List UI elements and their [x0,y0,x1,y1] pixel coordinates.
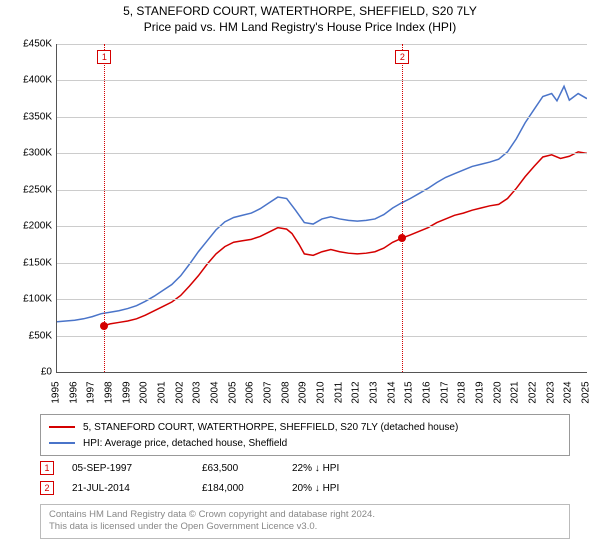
y-tick-label: £200K [23,221,52,232]
sale-date-0: 05-SEP-1997 [72,463,202,474]
chart-area: £0 £50K £100K £150K £200K £250K £300K £350K £400… [0,38,600,408]
title-block: 5, STANEFORD COURT, WATERTHORPE, SHEFFIE… [0,0,600,35]
x-tick-label: 2010 [316,381,327,403]
y-tick-label: £150K [23,257,52,268]
x-tick-label: 2023 [545,381,556,403]
y-tick-label: £450K [23,39,52,50]
line-layer [57,44,587,372]
sale-price-1: £184,000 [202,483,292,494]
gridline-h [57,80,587,81]
sale-marker-box: 1 [97,50,111,64]
sale-date-1: 21-JUL-2014 [72,483,202,494]
sale-price-0: £63,500 [202,463,292,474]
gridline-h [57,336,587,337]
x-tick-label: 1999 [121,381,132,403]
sales-table: 1 05-SEP-1997 £63,500 22% ↓ HPI 2 21-JUL… [40,458,382,498]
chart-container: 5, STANEFORD COURT, WATERTHORPE, SHEFFIE… [0,0,600,560]
gridline-h [57,44,587,45]
y-tick-label: £400K [23,75,52,86]
x-tick-label: 2004 [210,381,221,403]
sales-row-1: 2 21-JUL-2014 £184,000 20% ↓ HPI [40,478,382,498]
y-tick-label: £250K [23,184,52,195]
y-tick-label: £50K [29,330,52,341]
x-tick-label: 2020 [492,381,503,403]
x-tick-label: 2013 [369,381,380,403]
sales-row-0: 1 05-SEP-1997 £63,500 22% ↓ HPI [40,458,382,478]
x-tick-label: 2006 [245,381,256,403]
series-hpi [57,86,587,321]
title-line-1: 5, STANEFORD COURT, WATERTHORPE, SHEFFIE… [0,4,600,20]
x-tick-label: 2019 [475,381,486,403]
sale-dot [100,322,108,330]
footer-line-1: Contains HM Land Registry data © Crown c… [49,509,561,521]
x-tick-label: 2016 [422,381,433,403]
gridline-h [57,263,587,264]
legend-row-0: 5, STANEFORD COURT, WATERTHORPE, SHEFFIE… [49,419,561,435]
gridline-h [57,190,587,191]
x-tick-label: 2012 [351,381,362,403]
gridline-h [57,153,587,154]
sale-marker-1: 1 [40,461,54,475]
x-tick-label: 1996 [68,381,79,403]
x-tick-label: 2025 [581,381,592,403]
x-tick-label: 2001 [157,381,168,403]
sale-vline [402,44,403,372]
x-tick-label: 1997 [86,381,97,403]
x-tick-label: 2008 [280,381,291,403]
x-tick-label: 2003 [192,381,203,403]
legend-label-1: HPI: Average price, detached house, Shef… [83,438,287,449]
legend-swatch-1 [49,442,75,444]
x-tick-label: 2024 [563,381,574,403]
sale-marker-box: 2 [395,50,409,64]
x-tick-label: 2015 [404,381,415,403]
gridline-h [57,226,587,227]
sale-diff-0: 22% ↓ HPI [292,463,382,474]
title-line-2: Price paid vs. HM Land Registry's House … [0,20,600,36]
footer-line-2: This data is licensed under the Open Gov… [49,521,561,533]
sale-diff-1: 20% ↓ HPI [292,483,382,494]
sale-dot [398,234,406,242]
footer-attribution: Contains HM Land Registry data © Crown c… [40,504,570,539]
x-tick-label: 2009 [298,381,309,403]
x-tick-label: 2018 [457,381,468,403]
y-tick-label: £300K [23,148,52,159]
x-tick-label: 2011 [333,382,344,404]
x-tick-label: 2000 [139,381,150,403]
legend-label-0: 5, STANEFORD COURT, WATERTHORPE, SHEFFIE… [83,422,458,433]
y-tick-label: £100K [23,294,52,305]
x-tick-label: 2022 [528,381,539,403]
x-tick-label: 1998 [104,381,115,403]
legend-swatch-0 [49,426,75,428]
x-tick-label: 1995 [51,381,62,403]
x-tick-label: 2007 [263,381,274,403]
plot-area: 12 [56,44,587,373]
legend: 5, STANEFORD COURT, WATERTHORPE, SHEFFIE… [40,414,570,456]
x-tick-label: 2021 [510,381,521,403]
legend-row-1: HPI: Average price, detached house, Shef… [49,435,561,451]
x-tick-label: 2002 [174,381,185,403]
y-tick-label: £0 [41,367,52,378]
x-tick-label: 2017 [439,381,450,403]
y-tick-label: £350K [23,111,52,122]
x-tick-label: 2005 [227,381,238,403]
gridline-h [57,299,587,300]
x-tick-label: 2014 [386,381,397,403]
sale-marker-2: 2 [40,481,54,495]
gridline-h [57,117,587,118]
